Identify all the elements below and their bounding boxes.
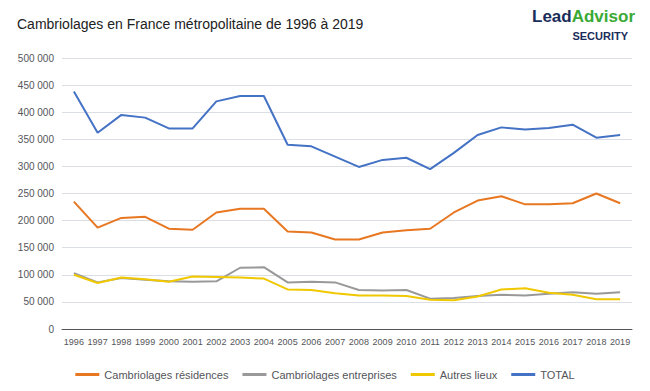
svg-text:Cambriolages entreprises: Cambriolages entreprises xyxy=(271,369,397,381)
svg-text:0: 0 xyxy=(48,324,54,335)
svg-text:SECURITY: SECURITY xyxy=(572,30,628,42)
svg-text:2016: 2016 xyxy=(539,337,559,347)
svg-text:2003: 2003 xyxy=(230,337,250,347)
svg-text:200 000: 200 000 xyxy=(18,215,55,226)
svg-text:2002: 2002 xyxy=(206,337,226,347)
svg-text:1997: 1997 xyxy=(88,337,108,347)
svg-text:400 000: 400 000 xyxy=(18,107,55,118)
svg-text:1998: 1998 xyxy=(111,337,131,347)
svg-text:2012: 2012 xyxy=(444,337,464,347)
svg-text:2011: 2011 xyxy=(420,337,439,347)
svg-text:2019: 2019 xyxy=(610,337,630,347)
svg-text:Advisor: Advisor xyxy=(572,7,636,26)
svg-text:100 000: 100 000 xyxy=(18,269,55,280)
svg-text:2001: 2001 xyxy=(183,337,203,347)
svg-text:350 000: 350 000 xyxy=(18,134,55,145)
svg-text:450 000: 450 000 xyxy=(18,80,55,91)
svg-text:TOTAL: TOTAL xyxy=(540,369,574,381)
svg-text:2013: 2013 xyxy=(468,337,488,347)
svg-text:1996: 1996 xyxy=(64,337,84,347)
svg-text:2015: 2015 xyxy=(515,337,535,347)
svg-text:150 000: 150 000 xyxy=(18,242,55,253)
svg-text:2004: 2004 xyxy=(254,337,274,347)
svg-text:2007: 2007 xyxy=(325,337,345,347)
svg-text:2000: 2000 xyxy=(159,337,179,347)
svg-text:250 000: 250 000 xyxy=(18,188,55,199)
svg-text:50 000: 50 000 xyxy=(23,296,54,307)
svg-text:1999: 1999 xyxy=(135,337,155,347)
svg-text:Cambriolages en France métropo: Cambriolages en France métropolitaine de… xyxy=(17,16,364,32)
svg-text:2014: 2014 xyxy=(491,337,511,347)
svg-text:2010: 2010 xyxy=(396,337,416,347)
svg-text:2017: 2017 xyxy=(563,337,583,347)
svg-text:2006: 2006 xyxy=(301,337,321,347)
svg-text:300 000: 300 000 xyxy=(18,161,55,172)
svg-text:2018: 2018 xyxy=(586,337,606,347)
svg-text:500 000: 500 000 xyxy=(18,53,55,64)
svg-text:Autres lieux: Autres lieux xyxy=(440,369,498,381)
svg-text:2008: 2008 xyxy=(349,337,369,347)
svg-text:Cambriolages résidences: Cambriolages résidences xyxy=(104,369,229,381)
svg-text:2009: 2009 xyxy=(373,337,393,347)
svg-text:Lead: Lead xyxy=(532,7,572,26)
svg-text:2005: 2005 xyxy=(278,337,298,347)
